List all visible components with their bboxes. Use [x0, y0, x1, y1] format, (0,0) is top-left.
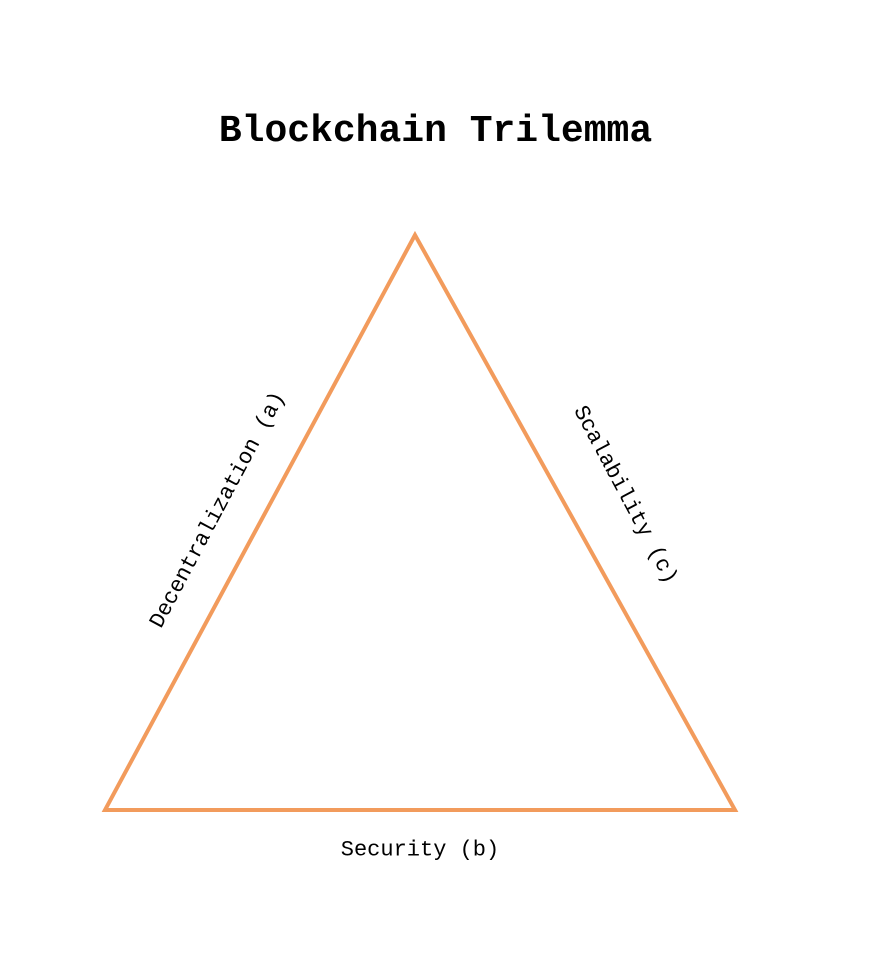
- edge-label-bottom: Security (b): [341, 838, 499, 863]
- trilemma-triangle: [0, 0, 871, 963]
